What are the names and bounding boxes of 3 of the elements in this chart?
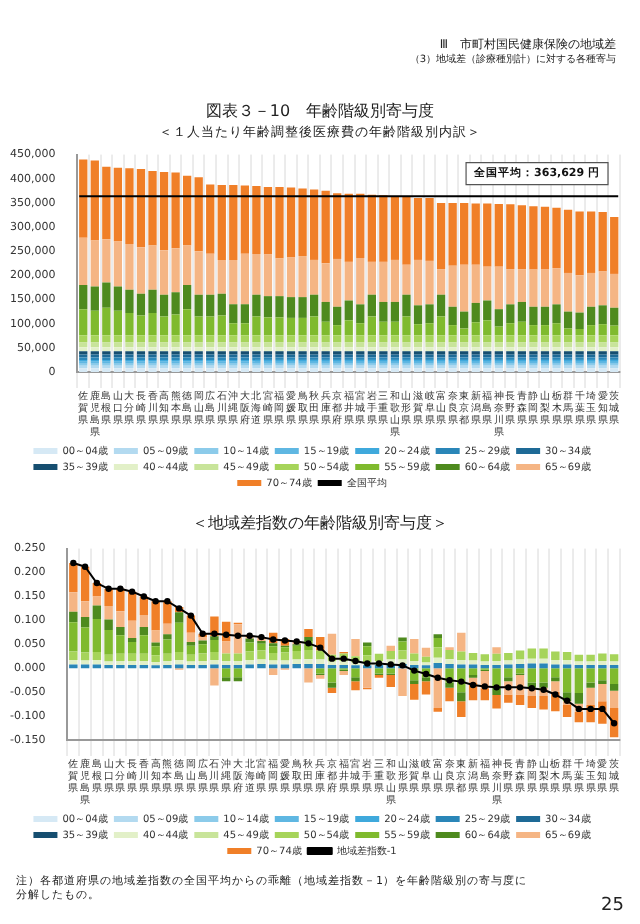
text: 25 <box>601 896 624 916</box>
chart-title: 図表３－10 年齢階級別寄与度 <box>203 100 437 122</box>
chart-title: ＜地域差指数の年齢階級別寄与度＞ <box>190 512 450 534</box>
